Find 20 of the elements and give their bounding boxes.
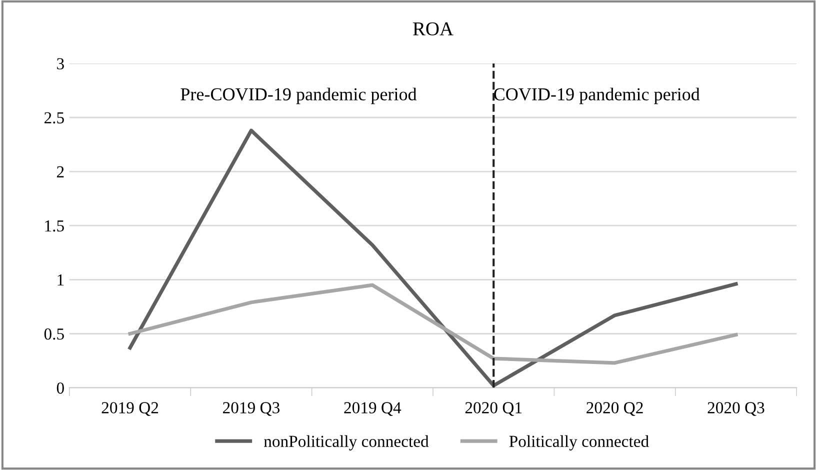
y-tick-label: 2.5	[44, 112, 64, 124]
x-tick-label: 2019 Q3	[223, 402, 280, 416]
x-tick-label: 2020 Q2	[586, 402, 643, 416]
y-tick-label: 2	[56, 166, 64, 178]
y-tick-label: 1	[58, 274, 64, 286]
x-tick-label: 2019 Q2	[102, 402, 158, 416]
x-tick-label: 2020 Q3	[708, 402, 764, 416]
legend-label: Politically connected	[509, 435, 649, 450]
line-series	[128, 283, 738, 365]
line-series	[128, 128, 738, 388]
annotation: Pre-COVID-19 pandemic period	[180, 88, 417, 104]
legend-label: nonPolitically connected	[264, 435, 429, 450]
chart-title: ROA	[413, 22, 454, 36]
x-tick-label: 2020 Q1	[465, 402, 522, 416]
y-tick-label: 1.5	[45, 220, 64, 232]
y-tick-label: 0.5	[44, 328, 64, 340]
x-tick-label: 2019 Q4	[344, 402, 402, 416]
annotation: COVID-19 pandemic period	[494, 88, 700, 104]
y-tick-label: 3	[57, 58, 64, 70]
y-tick-label: 0	[56, 382, 64, 394]
